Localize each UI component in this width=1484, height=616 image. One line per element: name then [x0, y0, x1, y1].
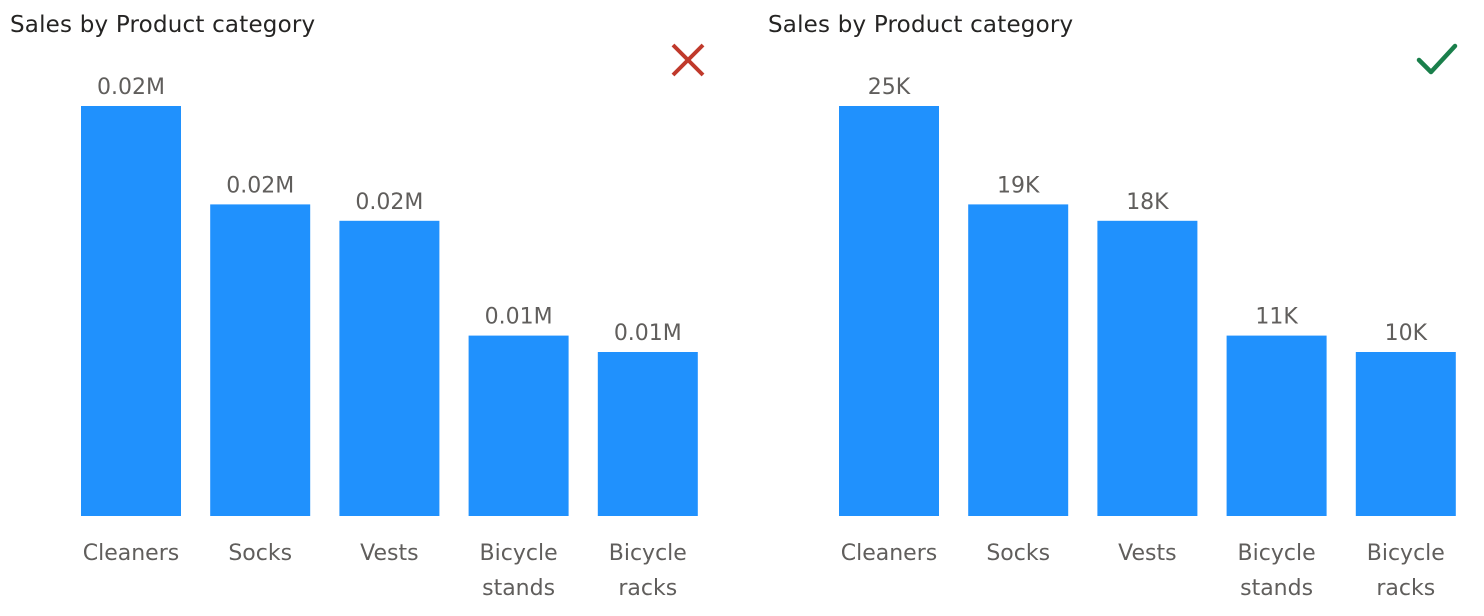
- data-label: 0.01M: [614, 321, 682, 346]
- data-label: 0.02M: [97, 75, 165, 100]
- chart-panel-incorrect: Sales by Product category 0.02M Cleaners 0…: [10, 12, 705, 601]
- data-label: 25K: [868, 75, 911, 100]
- close-icon: [671, 43, 705, 77]
- x-tick-label: Cleaners: [841, 541, 937, 566]
- bar-cleaners: [81, 106, 181, 516]
- bar-socks: [210, 204, 311, 516]
- bar-chart: 25K Cleaners 19K Socks 18K Vests 11K Bicycle sta…: [839, 75, 1456, 601]
- bar-socks: [968, 204, 1069, 516]
- x-tick-label: Vests: [1118, 541, 1176, 566]
- x-tick-label: Bicycle: [1367, 541, 1445, 566]
- x-tick-label: stands: [482, 576, 555, 601]
- x-tick-label: stands: [1240, 576, 1313, 601]
- bar-chart: 0.02M Cleaners 0.02M Socks 0.02M Vests 0.01M Bi…: [81, 75, 698, 601]
- x-tick-label: Cleaners: [83, 541, 179, 566]
- x-tick-label: Socks: [986, 541, 1050, 566]
- x-tick-label: Bicycle: [480, 541, 558, 566]
- x-tick-label: Bicycle: [609, 541, 687, 566]
- bar-cleaners: [839, 106, 939, 516]
- chart-title: Sales by Product category: [768, 12, 1074, 38]
- data-label: 0.02M: [355, 190, 423, 215]
- bar-vests: [339, 220, 440, 517]
- data-label: 0.01M: [485, 305, 553, 330]
- data-label: 19K: [997, 173, 1040, 198]
- x-tick-label: Vests: [360, 541, 418, 566]
- check-icon: [1416, 43, 1458, 75]
- chart-panel-correct: Sales by Product category 25K Cleaners 19K…: [742, 0, 1484, 616]
- x-tick-label: Socks: [228, 541, 292, 566]
- bar-bicycle-stands: [468, 335, 569, 516]
- bar-bicycle-stands: [1226, 335, 1327, 516]
- x-tick-label: racks: [618, 576, 677, 601]
- chart-title: Sales by Product category: [10, 12, 316, 38]
- bar-vests: [1097, 220, 1198, 517]
- data-label: 10K: [1385, 321, 1428, 346]
- data-label: 11K: [1255, 305, 1298, 330]
- data-label: 0.02M: [226, 173, 294, 198]
- x-tick-label: racks: [1376, 576, 1435, 601]
- x-tick-label: Bicycle: [1238, 541, 1316, 566]
- bar-bicycle-racks: [1355, 352, 1456, 516]
- data-label: 18K: [1126, 190, 1169, 215]
- bar-bicycle-racks: [597, 352, 698, 516]
